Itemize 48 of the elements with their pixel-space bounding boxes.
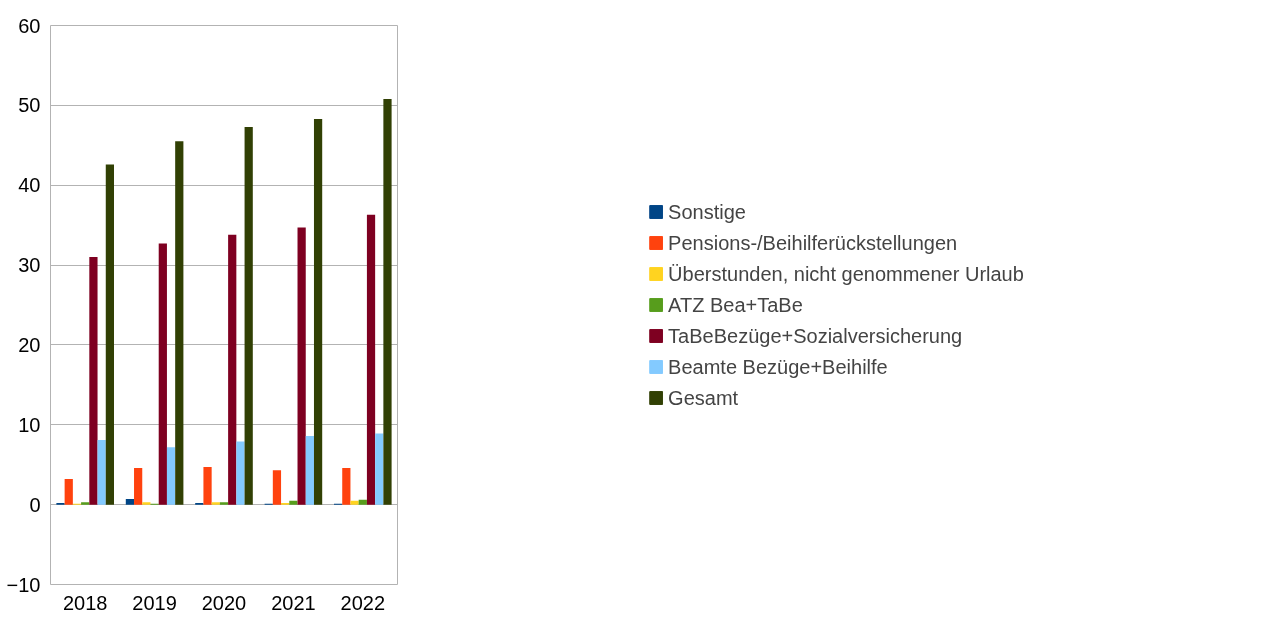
bar bbox=[342, 467, 351, 505]
bar bbox=[358, 499, 367, 505]
bar bbox=[350, 500, 359, 505]
y-tick-label: 10 bbox=[18, 413, 41, 436]
y-tick-label: 20 bbox=[18, 333, 41, 356]
x-tick-label: 2019 bbox=[132, 591, 177, 614]
bar bbox=[297, 227, 306, 505]
y-tick-label: 50 bbox=[18, 94, 41, 117]
bar bbox=[219, 502, 229, 505]
bar bbox=[236, 441, 245, 505]
y-tick-label: −10 bbox=[6, 573, 41, 596]
bar bbox=[228, 234, 237, 505]
y-tick-label: 30 bbox=[18, 254, 41, 277]
y-tick-label: 60 bbox=[18, 14, 41, 37]
x-tick-label: 2021 bbox=[271, 591, 316, 614]
bar bbox=[175, 141, 184, 505]
bar bbox=[166, 447, 176, 505]
bar bbox=[97, 439, 106, 505]
bar bbox=[134, 467, 143, 505]
bar bbox=[158, 243, 167, 505]
legend-label: Sonstige bbox=[668, 200, 746, 223]
bar bbox=[305, 435, 314, 505]
bar bbox=[203, 467, 212, 505]
legend-label: Überstunden, nicht genommener Urlaub bbox=[668, 262, 1024, 285]
bar bbox=[244, 126, 253, 505]
bar bbox=[81, 502, 90, 505]
legend-label: Pensions-/Beihilferückstellungen bbox=[668, 231, 958, 254]
y-tick-label: 40 bbox=[18, 174, 41, 197]
legend-label: ATZ Bea+TaBe bbox=[668, 293, 803, 316]
bar bbox=[313, 118, 323, 505]
legend-label: Beamte Bezüge+Beihilfe bbox=[668, 355, 888, 378]
bar bbox=[383, 98, 392, 505]
legend-label: Gesamt bbox=[668, 386, 739, 409]
x-tick-label: 2022 bbox=[340, 591, 386, 614]
y-tick-label: 0 bbox=[29, 493, 41, 516]
bar bbox=[89, 257, 98, 505]
x-tick-label: 2018 bbox=[62, 591, 108, 614]
bar bbox=[366, 214, 376, 505]
bar bbox=[105, 164, 114, 505]
bar bbox=[64, 479, 73, 505]
bar bbox=[289, 500, 298, 505]
bar bbox=[375, 433, 384, 505]
bar bbox=[125, 499, 135, 505]
bar bbox=[142, 502, 151, 505]
legend-label: TaBeBezüge+Sozialversicherung bbox=[668, 324, 963, 347]
bar bbox=[272, 470, 282, 505]
x-tick-label: 2020 bbox=[201, 591, 247, 614]
bar bbox=[211, 502, 220, 505]
